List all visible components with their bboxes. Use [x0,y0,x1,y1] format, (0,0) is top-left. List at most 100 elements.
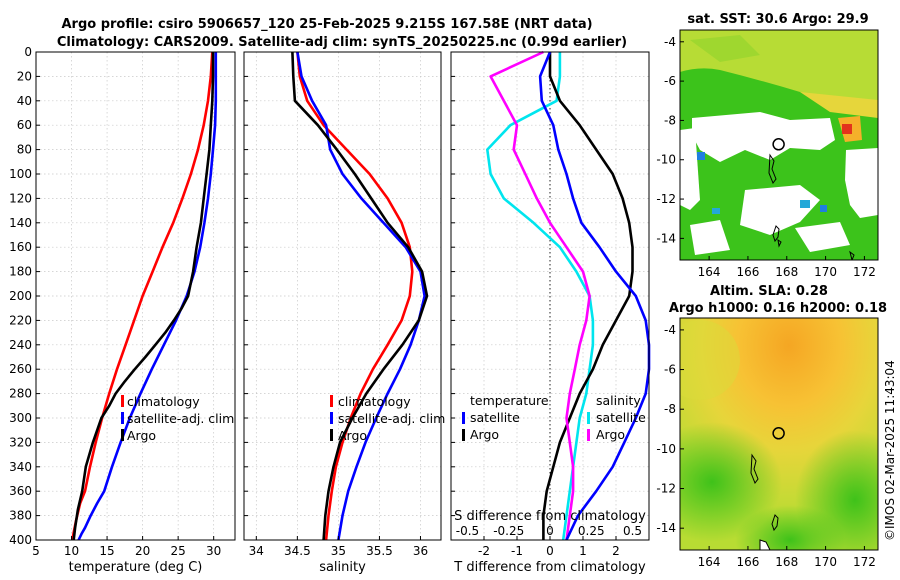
map-y-tick-label: -4 [664,35,676,49]
title-line-2: Climatology: CARS2009. Satellite-adj cli… [57,35,627,50]
sst-patch [690,35,760,62]
difference-panel: -2 -1 0 1 2 T difference from climatology S di… [450,50,651,575]
y-tick-label: 260 [9,362,32,376]
sal-tick-label: -0.25 [493,524,524,538]
y-tick-label: 40 [17,94,32,108]
sal-tick-label: 0.5 [623,524,642,538]
plot-frame [243,51,442,541]
argo-position-marker [772,138,785,151]
sla-mid-region [680,320,740,400]
legend-swatch-satellite [121,412,124,424]
map-frame [679,29,879,261]
sst-coastline [772,225,780,243]
y-tick-label: 100 [9,167,32,181]
legend-label-argo: Argo [338,428,367,443]
sst-cool-pixel [800,200,810,208]
sst-cloud-gap [740,185,820,235]
x-axis-label: salinity [319,560,366,575]
map-y-tick-label: -4 [664,323,676,337]
sal-tick-label: 0 [546,524,554,538]
sst-coastline [849,250,855,260]
legend-swatch-sal-argo [587,429,590,441]
x-tick-label: 20 [135,544,150,558]
series-line-temperature-argo [542,52,634,540]
y-tick-label: 360 [9,484,32,498]
sst-map-title: sat. SST: 30.6 Argo: 29.9 [687,12,868,27]
map-y-tick-label: -12 [656,482,676,496]
map-x-tick-label: 172 [853,555,876,569]
x-tick-label: -1 [511,544,523,558]
y-tick-label: 140 [9,216,32,230]
map-y-tick-label: -10 [656,153,676,167]
y-tick-label: 200 [9,289,32,303]
legend-swatch-temp-satellite [462,412,465,424]
map-y-tick-label: -10 [656,442,676,456]
legend-label-sal-argo: Argo [596,427,625,442]
x-axis-label: temperature (deg C) [69,560,203,575]
title-line-1: Argo profile: csiro 5906657_120 25-Feb-2… [61,17,592,32]
sst-cloud-gap [795,222,850,252]
y-tick-label: 0 [24,45,32,59]
y-tick-label: 280 [9,387,32,401]
sla-low-region [735,505,845,550]
series-line-satellite [296,51,426,541]
sla-coastline [759,539,771,550]
legend-label-satellite: satellite-adj. clim [127,411,234,426]
legend-label-temp-argo: Argo [470,427,499,442]
x-tick-label: 35.5 [366,544,393,558]
salinity-panel: 34 34.5 35 35.5 36 salinity [243,51,442,575]
map-x-tick-label: 170 [814,265,837,279]
map-y-tick-label: -6 [664,363,676,377]
map-x-tick-label: 164 [698,265,721,279]
argo-position-marker [772,427,785,440]
legend-label-climatology: climatology [338,394,411,409]
x-tick-label: 35 [331,544,346,558]
sst-map [680,30,878,260]
x-tick-label: 25 [171,544,186,558]
series-line-argo [72,52,215,541]
y-tick-label: 20 [17,69,32,83]
map-x-tick-label: 170 [814,555,837,569]
series-line-satellite [77,52,218,541]
sal-tick-label: -0.5 [456,524,479,538]
legend-swatch-argo [330,429,333,441]
top-axis-label: S difference from climatology [454,509,646,524]
series-line-salinity-satellite [489,50,591,541]
legend-swatch-temp-argo [462,429,465,441]
x-tick-label: 15 [99,544,114,558]
legend-swatch-satellite [330,412,333,424]
sst-map-axes: 164 166 168 170 172 -4 -6 -8 -10 -12 -14 [656,29,879,279]
y-tick-label: 300 [9,411,32,425]
sla-low-region [680,422,782,542]
map-y-tick-label: -8 [664,402,676,416]
salinity-legend: climatology satellite-adj. clim Argo [330,394,445,443]
sst-coastline [768,153,777,185]
copyright-label: ©IMOS 02-Mar-2025 11:43:04 [883,360,897,541]
sst-coastline [777,238,782,248]
y-tick-label: 160 [9,240,32,254]
sst-cool-pixel [697,152,705,160]
map-y-tick-label: -8 [664,113,676,127]
sla-map-subtitle: Argo h1000: 0.16 h2000: 0.18 [669,301,887,316]
sla-map [680,318,878,550]
map-x-tick-label: 168 [775,265,798,279]
y-tick-label: 380 [9,509,32,523]
y-tick-label: 400 [9,533,32,547]
x-tick-label: 34 [249,544,264,558]
legend-title-salinity: salinity [596,393,641,408]
sst-cloud-gap [680,128,700,210]
legend-swatch-argo [121,429,124,441]
difference-temperature-legend: temperature satellite Argo [462,393,549,442]
x-tick-label: 10 [64,544,79,558]
sst-cloud-gap [845,148,878,218]
map-frame [679,317,879,551]
x-tick-label: 36 [413,544,428,558]
y-tick-label: 120 [9,191,32,205]
map-x-tick-label: 168 [775,555,798,569]
x-axis-label: T difference from climatology [453,560,646,575]
y-tick-label: 340 [9,460,32,474]
x-tick-label: 5 [32,544,40,558]
legend-swatch-climatology [121,395,124,407]
